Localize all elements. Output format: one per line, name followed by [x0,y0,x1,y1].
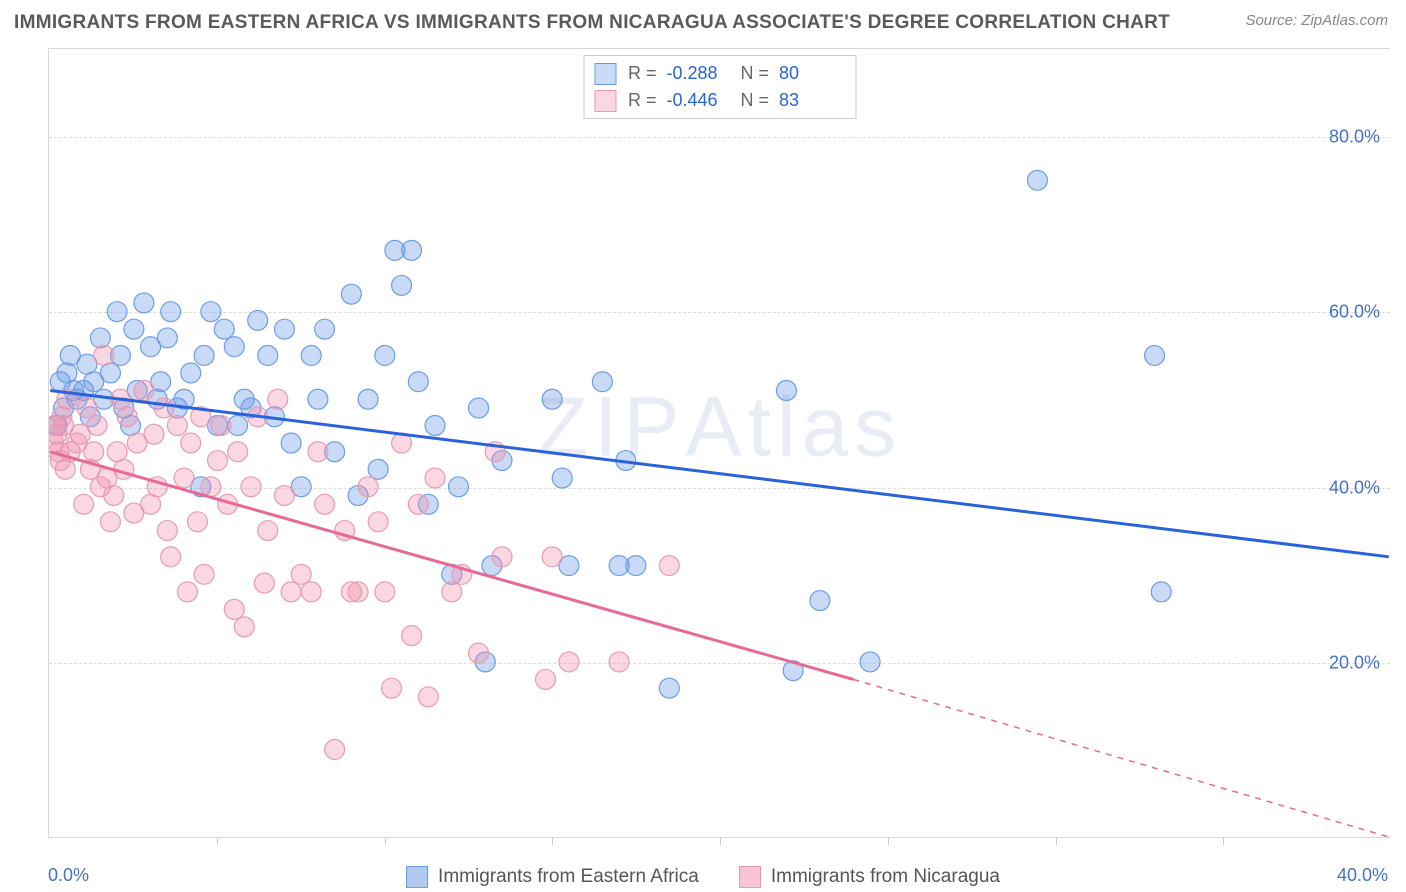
x-tick [552,837,553,845]
stat-label-n: N = [741,87,770,114]
x-tick [1056,837,1057,845]
legend-item: Immigrants from Eastern Africa [406,866,699,888]
stat-n-series-1: 80 [779,60,841,87]
scatter-points [49,49,1390,837]
swatch-series-2 [739,866,761,888]
stat-n-series-2: 83 [779,87,841,114]
x-tick [888,837,889,845]
legend-stats: R = -0.288 N = 80 R = -0.446 N = 83 [583,55,856,119]
swatch-series-2 [594,90,616,112]
swatch-series-1 [594,63,616,85]
legend-bottom: Immigrants from Eastern Africa Immigrant… [406,866,1000,888]
stat-label-n: N = [741,60,770,87]
stat-r-series-2: -0.446 [667,87,729,114]
stat-r-series-1: -0.288 [667,60,729,87]
x-axis-max-label: 40.0% [1337,865,1388,886]
legend-item: Immigrants from Nicaragua [739,866,1000,888]
chart-plot-area: 20.0%40.0%60.0%80.0% R = -0.288 N = 80 R… [48,48,1390,838]
source-attribution: Source: ZipAtlas.com [1245,12,1388,29]
legend-stats-row: R = -0.288 N = 80 [594,60,841,87]
legend-stats-row: R = -0.446 N = 83 [594,87,841,114]
x-tick [1223,837,1224,845]
swatch-series-1 [406,866,428,888]
stat-label-r: R = [628,60,657,87]
legend-label: Immigrants from Eastern Africa [438,866,699,888]
x-tick [217,837,218,845]
legend-label: Immigrants from Nicaragua [771,866,1000,888]
x-tick [385,837,386,845]
stat-label-r: R = [628,87,657,114]
chart-title: IMMIGRANTS FROM EASTERN AFRICA VS IMMIGR… [14,12,1170,34]
x-tick [720,837,721,845]
x-axis-min-label: 0.0% [48,865,89,886]
